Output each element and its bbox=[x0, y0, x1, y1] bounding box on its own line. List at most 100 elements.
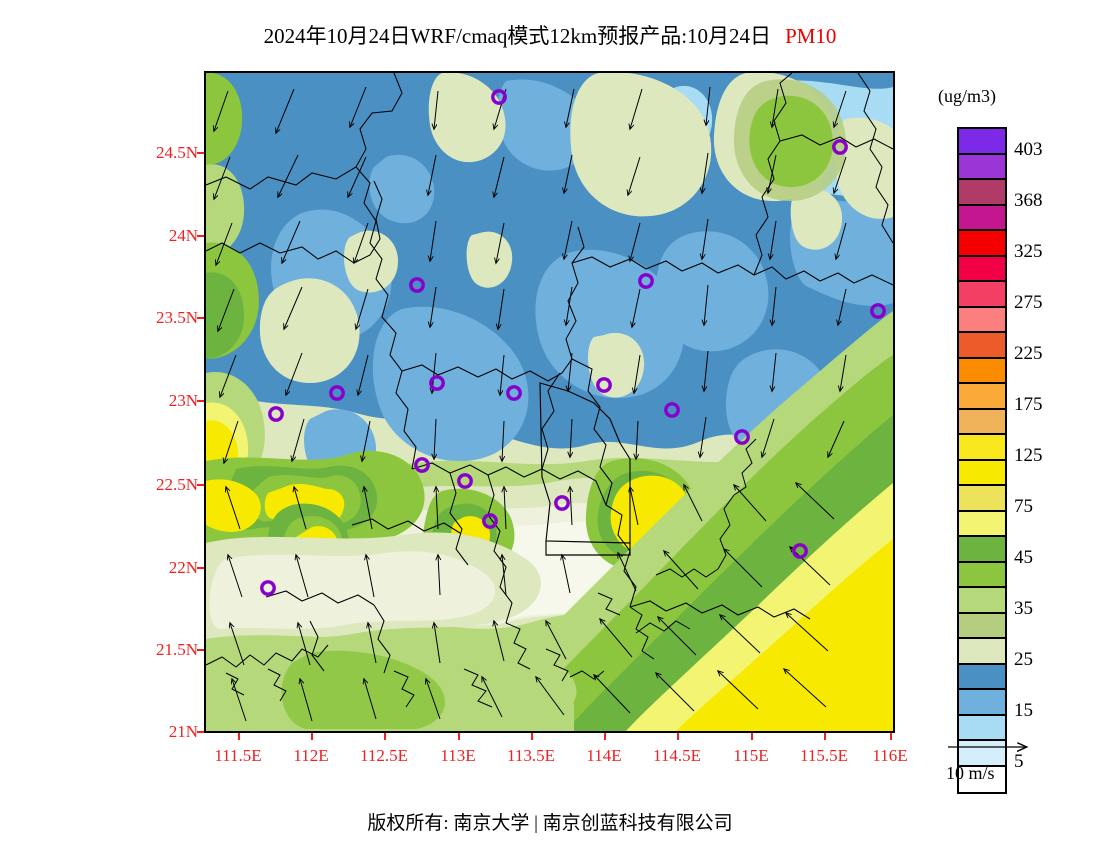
colorbar-swatch bbox=[959, 154, 1005, 180]
colorbar-units-label: (ug/m3) bbox=[938, 86, 996, 106]
colorbar-tick-325: 325 bbox=[1014, 241, 1043, 262]
xtick-mark bbox=[824, 733, 826, 740]
xtick-label-116E: 116E bbox=[872, 746, 908, 765]
colorbar-swatch bbox=[959, 307, 1005, 333]
coastline bbox=[225, 438, 757, 708]
station-marker bbox=[638, 273, 654, 289]
xtick-mark bbox=[890, 733, 892, 740]
station-marker bbox=[429, 375, 445, 391]
xtick-mark bbox=[677, 733, 679, 740]
xtick-mark bbox=[531, 733, 533, 740]
xtick-label-111.5E: 111.5E bbox=[214, 746, 262, 765]
title-main-text: 2024年10月24日WRF/cmaq模式12km预报产品:10月24日 bbox=[263, 24, 772, 48]
ytick-mark bbox=[197, 400, 204, 402]
xtick-mark bbox=[311, 733, 313, 740]
ytick-mark bbox=[197, 235, 204, 237]
colorbar-swatch bbox=[959, 588, 1005, 614]
contour-patch-25-35-north bbox=[570, 73, 712, 217]
colorbar-swatch bbox=[959, 613, 1005, 639]
ytick-mark bbox=[197, 731, 204, 733]
ytick-label-23N: 23N bbox=[168, 391, 198, 410]
xtick-mark bbox=[751, 733, 753, 740]
station-marker bbox=[554, 495, 570, 511]
station-marker bbox=[482, 513, 498, 529]
ytick-mark bbox=[197, 152, 204, 154]
colorbar-swatch bbox=[959, 231, 1005, 257]
xtick-mark bbox=[238, 733, 240, 740]
colorbar-swatch bbox=[959, 333, 1005, 359]
station-marker bbox=[491, 89, 507, 105]
xtick-label-112E: 112E bbox=[293, 746, 329, 765]
xtick-label-113E: 113E bbox=[440, 746, 476, 765]
ytick-label-24N: 24N bbox=[168, 226, 198, 245]
ytick-mark bbox=[197, 649, 204, 651]
colorbar-swatch bbox=[959, 741, 1005, 767]
station-marker bbox=[409, 277, 425, 293]
station-marker bbox=[664, 402, 680, 418]
xtick-mark bbox=[604, 733, 606, 740]
station-marker bbox=[832, 139, 848, 155]
colorbar-tick-5: 5 bbox=[1014, 751, 1024, 772]
chart-title: 2024年10月24日WRF/cmaq模式12km预报产品:10月24日 PM10 bbox=[0, 20, 1100, 50]
colorbar-tick-35: 35 bbox=[1014, 598, 1033, 619]
colorbar-swatch bbox=[959, 282, 1005, 308]
colorbar-swatch bbox=[959, 639, 1005, 665]
administrative-boundaries bbox=[206, 73, 893, 674]
station-marker bbox=[414, 457, 430, 473]
station-marker bbox=[792, 543, 808, 559]
colorbar-swatch bbox=[959, 129, 1005, 155]
colorbar-swatch bbox=[959, 358, 1005, 384]
monitoring-station-markers bbox=[260, 89, 886, 596]
xtick-label-114E: 114E bbox=[586, 746, 622, 765]
colorbar-tick-368: 368 bbox=[1014, 190, 1043, 211]
colorbar-swatch bbox=[959, 460, 1005, 486]
colorbar-swatch bbox=[959, 664, 1005, 690]
colorbar-tick-175: 175 bbox=[1014, 394, 1043, 415]
wind-scale-legend: 10 m/s bbox=[944, 738, 1084, 784]
colorbar-swatch bbox=[959, 256, 1005, 282]
colorbar-swatch bbox=[959, 690, 1005, 716]
wind-vector-field bbox=[214, 86, 847, 722]
ytick-label-24.5N: 24.5N bbox=[155, 143, 198, 162]
copyright-footer: 版权所有: 南京大学 | 南京创蓝科技有限公司 bbox=[367, 813, 733, 834]
station-marker bbox=[268, 406, 284, 422]
colorbar-tick-125: 125 bbox=[1014, 445, 1043, 466]
station-marker bbox=[870, 303, 886, 319]
colorbar-swatch bbox=[959, 766, 1005, 792]
colorbar-swatch bbox=[959, 486, 1005, 512]
colorbar-tick-403: 403 bbox=[1014, 139, 1043, 160]
ytick-mark bbox=[197, 484, 204, 486]
colorbar-tick-275: 275 bbox=[1014, 292, 1043, 313]
contour-patch-lightblue-1 bbox=[497, 79, 595, 171]
colorbar-swatch bbox=[959, 205, 1005, 231]
colorbar-swatch bbox=[959, 562, 1005, 588]
xtick-label-114.5E: 114.5E bbox=[652, 746, 701, 765]
xtick-label-115E: 115E bbox=[733, 746, 769, 765]
map-canvas bbox=[206, 73, 893, 731]
ytick-label-21.5N: 21.5N bbox=[155, 640, 198, 659]
sar-boundary-box bbox=[539, 382, 631, 556]
title-species-text: PM10 bbox=[785, 24, 837, 48]
colorbar-tick-45: 45 bbox=[1014, 547, 1033, 568]
colorbar-swatch bbox=[959, 715, 1005, 741]
colorbar-swatch bbox=[959, 384, 1005, 410]
forecast-map-plot[interactable] bbox=[204, 71, 895, 733]
colorbar-tick-25: 25 bbox=[1014, 649, 1033, 670]
station-marker bbox=[457, 473, 473, 489]
colorbar-tick-225: 225 bbox=[1014, 343, 1043, 364]
ytick-label-22N: 22N bbox=[168, 558, 198, 577]
ytick-label-21N: 21N bbox=[168, 722, 198, 741]
station-marker bbox=[260, 580, 276, 596]
colorbar[interactable] bbox=[957, 127, 1007, 794]
colorbar-swatch bbox=[959, 409, 1005, 435]
colorbar-tick-15: 15 bbox=[1014, 700, 1033, 721]
station-marker bbox=[734, 429, 750, 445]
ytick-label-22.5N: 22.5N bbox=[155, 475, 198, 494]
station-marker bbox=[506, 385, 522, 401]
wind-scale-label: 10 m/s bbox=[946, 763, 995, 783]
station-marker bbox=[329, 385, 345, 401]
xtick-mark bbox=[384, 733, 386, 740]
xtick-label-113.5E: 113.5E bbox=[506, 746, 555, 765]
xtick-mark bbox=[458, 733, 460, 740]
colorbar-swatch bbox=[959, 180, 1005, 206]
